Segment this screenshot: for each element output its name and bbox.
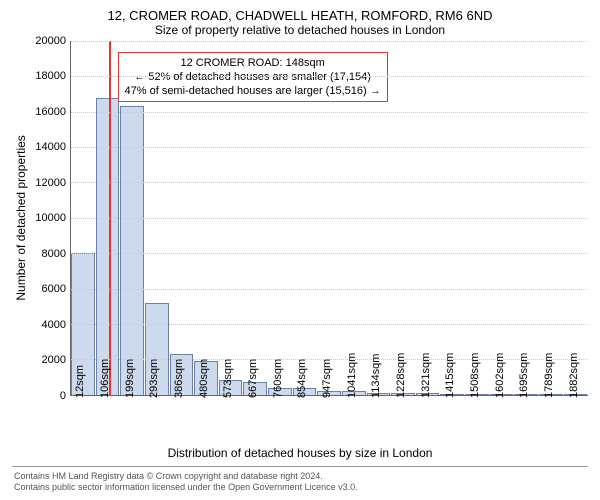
plot-area: Number of detached properties 0200040006… [12,41,588,396]
x-tick: 199sqm [124,358,136,397]
x-tick: 947sqm [321,358,333,397]
gridline [71,147,588,148]
gridline [71,253,588,254]
x-tick: 573sqm [222,358,234,397]
x-tick: 106sqm [99,358,111,397]
gridline [71,76,588,77]
y-axis-ticks: 0200040006000800010000120001400016000180… [30,41,70,396]
x-tick: 1415sqm [444,352,456,397]
annotation-line-3: 47% of semi-detached houses are larger (… [125,84,381,98]
gridline [71,182,588,183]
gridline [71,218,588,219]
x-tick: 1134sqm [370,353,382,397]
y-tick: 14000 [35,141,66,153]
y-tick: 16000 [35,106,66,118]
y-tick: 10000 [35,212,66,224]
x-tick: 1228sqm [395,352,407,397]
x-tick: 667sqm [247,358,259,397]
x-tick: 1695sqm [518,352,530,397]
x-axis-label: Distribution of detached houses by size … [12,446,588,460]
x-tick: 12sqm [74,365,86,398]
annotation-line-1: 12 CROMER ROAD: 148sqm [125,56,381,70]
footer: Contains HM Land Registry data © Crown c… [12,466,588,494]
bar [96,98,120,395]
x-axis-ticks: 12sqm106sqm199sqm293sqm386sqm480sqm573sq… [70,396,588,444]
y-tick: 0 [60,390,66,402]
x-tick: 1508sqm [469,352,481,397]
footer-line-2: Contains public sector information licen… [14,482,586,494]
x-tick: 386sqm [173,358,185,397]
y-tick: 4000 [42,319,66,331]
y-axis-label: Number of detached properties [12,41,30,396]
gridline [71,324,588,325]
chart-container: 12, CROMER ROAD, CHADWELL HEATH, ROMFORD… [0,0,600,500]
y-tick: 2000 [42,354,66,366]
x-tick: 854sqm [296,358,308,397]
y-tick: 18000 [35,70,66,82]
x-tick: 1602sqm [494,352,506,397]
x-tick: 1882sqm [568,352,580,397]
y-tick: 20000 [35,35,66,47]
y-tick: 6000 [42,283,66,295]
chart-region: 12 CROMER ROAD: 148sqm ← 52% of detached… [70,41,588,396]
x-tick: 760sqm [272,358,284,397]
bar [120,106,144,394]
gridline [71,112,588,113]
x-tick: 1321sqm [420,352,432,397]
y-tick: 12000 [35,177,66,189]
page-subtitle: Size of property relative to detached ho… [12,23,588,37]
footer-line-1: Contains HM Land Registry data © Crown c… [14,471,586,483]
y-tick: 8000 [42,248,66,260]
gridline [71,41,588,42]
gridline [71,289,588,290]
x-tick: 480sqm [198,358,210,397]
page-title: 12, CROMER ROAD, CHADWELL HEATH, ROMFORD… [12,8,588,23]
x-tick: 1789sqm [543,352,555,397]
x-tick: 293sqm [148,358,160,397]
x-tick: 1041sqm [346,352,358,397]
